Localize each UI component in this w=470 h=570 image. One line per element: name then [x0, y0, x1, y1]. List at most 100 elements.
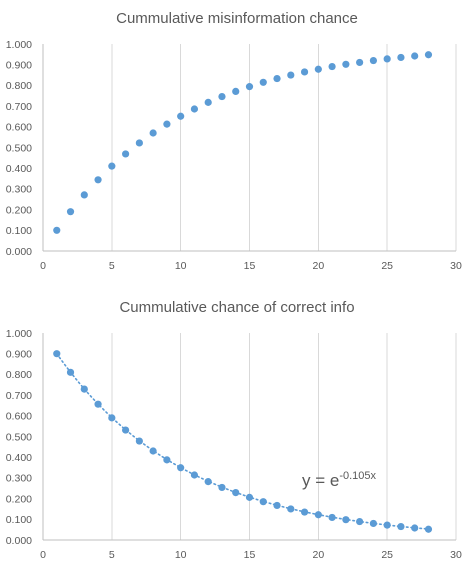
- data-point: [53, 226, 61, 234]
- y-tick-label: 0.100: [6, 514, 32, 526]
- x-tick-label: 10: [175, 260, 187, 272]
- y-tick-label: 0.700: [6, 101, 32, 113]
- data-point: [232, 489, 240, 497]
- y-tick-label: 0.800: [6, 80, 32, 92]
- x-tick-label: 0: [40, 549, 46, 561]
- y-tick-label: 0.900: [6, 349, 32, 361]
- data-point: [135, 437, 143, 445]
- y-tick-label: 0.500: [6, 431, 32, 443]
- data-point: [108, 162, 116, 170]
- data-point: [204, 478, 212, 486]
- x-tick-label: 15: [244, 549, 256, 561]
- x-tick-label: 5: [109, 549, 115, 561]
- exponential-trendline: [55, 352, 430, 530]
- y-tick-label: 0.800: [6, 369, 32, 381]
- x-tick-label: 30: [450, 260, 462, 272]
- data-point: [300, 68, 309, 76]
- y-tick-label: 0.500: [6, 142, 32, 154]
- data-point: [328, 513, 336, 522]
- x-tick-label: 25: [381, 549, 393, 561]
- data-point: [94, 400, 102, 408]
- data-point: [149, 447, 157, 455]
- chart-grid: [111, 333, 457, 540]
- data-point: [328, 62, 336, 71]
- data-point: [149, 129, 157, 137]
- y-tick-label: 0.400: [6, 163, 32, 175]
- x-tick-label: 20: [312, 549, 324, 561]
- data-point: [424, 525, 433, 533]
- data-points: [53, 51, 433, 234]
- x-tick-label: 30: [450, 549, 462, 561]
- y-tick-label: 0.700: [6, 390, 32, 402]
- data-point: [66, 208, 75, 216]
- data-point: [273, 501, 281, 510]
- chart-title: Cummulative misinformation chance: [116, 10, 358, 27]
- y-tick-labels: 0.000 0.100 0.200 0.300 0.400 0.500 0.600 0.700…: [6, 328, 32, 547]
- data-point: [314, 511, 322, 519]
- data-point: [356, 58, 364, 67]
- x-tick-labels: 0 5 10 15 20 25 30: [40, 260, 462, 272]
- chart-grid: [111, 44, 457, 251]
- data-point: [218, 92, 226, 101]
- data-point: [53, 350, 61, 358]
- data-point: [342, 516, 350, 524]
- x-tick-label: 10: [175, 549, 187, 561]
- y-tick-label: 0.600: [6, 411, 32, 423]
- data-point: [342, 60, 350, 68]
- y-tick-labels: 0.000 0.100 0.200 0.300 0.400 0.500 0.600 0.700…: [6, 39, 32, 258]
- data-points: [53, 350, 433, 533]
- y-tick-label: 0.100: [6, 225, 32, 237]
- y-tick-label: 0.200: [6, 204, 32, 216]
- y-tick-label: 1.000: [6, 39, 32, 51]
- data-point: [122, 150, 130, 158]
- correct-info-chart: Cummulative chance of correct info 0.000…: [6, 299, 462, 561]
- data-point: [80, 385, 88, 393]
- y-tick-label: 0.200: [6, 493, 32, 505]
- data-point: [163, 120, 171, 128]
- data-point: [80, 191, 88, 199]
- trendline: [55, 352, 430, 530]
- data-point: [424, 51, 433, 59]
- data-point: [204, 98, 212, 106]
- data-point: [314, 65, 322, 73]
- data-point: [411, 524, 419, 532]
- data-point: [259, 498, 267, 506]
- misinformation-chart: Cummulative misinformation chance 0.0000…: [6, 10, 462, 272]
- data-point: [94, 176, 102, 184]
- y-tick-label: 1.000: [6, 328, 32, 340]
- data-point: [383, 521, 391, 529]
- data-point: [232, 87, 240, 95]
- data-point: [397, 53, 405, 62]
- chart-axes: [42, 333, 456, 541]
- chart-axes: [42, 44, 456, 252]
- data-point: [163, 456, 171, 464]
- y-tick-label: 0.900: [6, 60, 32, 72]
- data-point: [108, 414, 116, 422]
- data-point: [397, 522, 405, 531]
- data-point: [122, 426, 130, 434]
- data-point: [287, 71, 295, 79]
- data-point: [190, 105, 199, 113]
- data-point: [177, 112, 185, 120]
- data-point: [356, 517, 364, 526]
- data-point: [411, 52, 419, 60]
- data-point: [383, 55, 391, 63]
- equation-exponent: -0.105x: [339, 470, 376, 482]
- data-point: [218, 483, 226, 492]
- data-point: [273, 74, 281, 83]
- x-tick-labels: 0 5 10 15 20 25 30: [40, 549, 462, 561]
- data-point: [287, 505, 295, 513]
- chart-title: Cummulative chance of correct info: [119, 299, 354, 316]
- data-point: [369, 56, 377, 65]
- y-tick-label: 0.600: [6, 122, 32, 134]
- y-tick-label: 0.400: [6, 452, 32, 464]
- data-point: [300, 508, 309, 516]
- data-point: [177, 464, 185, 472]
- data-point: [245, 493, 254, 501]
- y-tick-label: 0.300: [6, 473, 32, 485]
- x-tick-label: 25: [381, 260, 393, 272]
- equation-base: y = e: [302, 471, 339, 490]
- y-tick-label: 0.300: [6, 184, 32, 196]
